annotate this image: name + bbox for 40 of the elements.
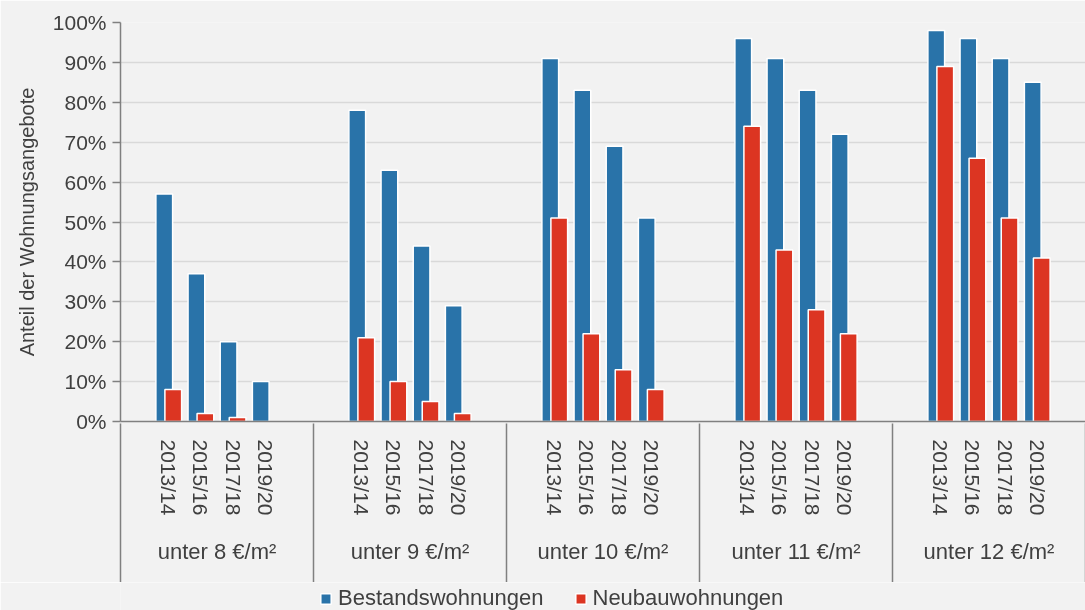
y-tick-label: 90% bbox=[64, 50, 107, 74]
x-tick-label: 2019/20 bbox=[253, 439, 277, 516]
legend-label: Bestandswohnungen bbox=[338, 585, 544, 610]
text: unter 10 €/m² bbox=[537, 538, 669, 564]
x-tick-label: 2015/16 bbox=[768, 439, 792, 516]
y-tick-label: 40% bbox=[64, 250, 107, 274]
x-tick-label: 2019/20 bbox=[832, 439, 856, 516]
x-tick-label: 2017/18 bbox=[993, 439, 1017, 516]
y-tick-label: 30% bbox=[64, 290, 107, 314]
x-tick-label: 2013/14 bbox=[350, 439, 374, 516]
x-tick-label: 2013/14 bbox=[736, 439, 760, 516]
x-tick-label: 2017/18 bbox=[607, 439, 631, 516]
text: unter 11 €/m² bbox=[731, 538, 861, 564]
x-tick-label: 2019/20 bbox=[639, 439, 663, 516]
y-tick-label: 80% bbox=[64, 90, 107, 114]
x-tick-label: 2017/18 bbox=[221, 439, 245, 516]
text: unter 9 €/m² bbox=[350, 538, 470, 564]
y-tick-label: 20% bbox=[64, 330, 107, 354]
x-tick-label: 2015/16 bbox=[382, 439, 406, 516]
x-tick-label: 2015/16 bbox=[961, 439, 985, 516]
y-tick-label: 10% bbox=[64, 370, 107, 394]
x-tick-label: 2013/14 bbox=[157, 439, 181, 516]
x-tick-label: 2015/16 bbox=[575, 439, 599, 516]
x-tick-label: 2017/18 bbox=[800, 439, 824, 516]
text: unter 12 €/m² bbox=[923, 538, 1055, 564]
legend-label: Neubauwohnungen bbox=[592, 585, 784, 610]
x-tick-label: 2013/14 bbox=[929, 439, 953, 516]
y-tick-label: 60% bbox=[64, 170, 107, 194]
y-tick-label: 70% bbox=[64, 130, 107, 154]
y-tick-label: 50% bbox=[64, 210, 107, 234]
text: unter 8 €/m² bbox=[157, 538, 277, 564]
y-tick-label: 0% bbox=[76, 410, 107, 433]
x-tick-label: 2013/14 bbox=[543, 439, 567, 516]
x-tick-label: 2019/20 bbox=[446, 439, 470, 516]
x-tick-label: 2019/20 bbox=[1025, 439, 1049, 516]
x-tick-label: 2015/16 bbox=[189, 439, 213, 516]
x-tick-label: 2017/18 bbox=[414, 439, 438, 516]
y-tick-label: 100% bbox=[52, 11, 107, 34]
bar bbox=[251, 380, 270, 422]
y-axis-title: Anteil der Wohnungsangebote bbox=[15, 87, 38, 357]
